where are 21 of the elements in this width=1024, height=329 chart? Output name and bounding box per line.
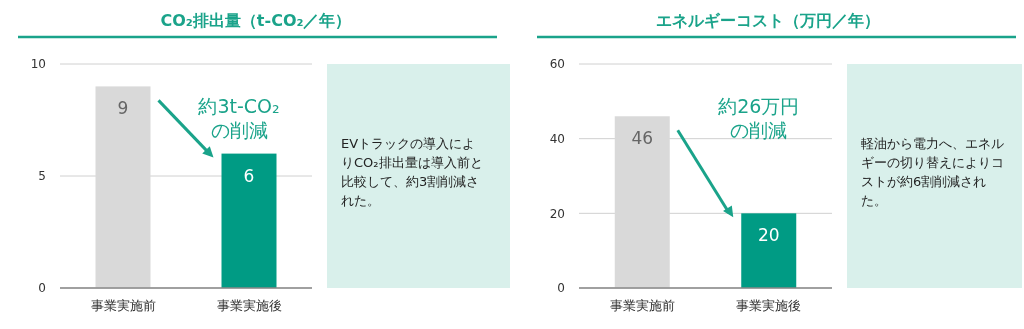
y-tick-label: 0: [557, 281, 565, 296]
data-label: 46: [631, 128, 654, 149]
x-tick-label: 事業実施前: [609, 298, 675, 313]
y-tick-label: 10: [30, 57, 46, 72]
annotation: 約26万円の削減: [717, 94, 801, 142]
y-tick-label: 5: [38, 169, 46, 184]
data-label: 6: [243, 165, 255, 186]
y-tick-label: 20: [549, 206, 565, 221]
x-tick-label: 事業実施後: [216, 298, 282, 313]
chart-title: CO₂排出量（t-CO₂／年）: [160, 11, 352, 30]
y-tick-label: 40: [549, 131, 565, 146]
y-tick-label: 60: [549, 57, 565, 72]
text: EVトラックの導入によりCO₂排出量は導入前と比較して、約3割削減された。: [341, 135, 484, 210]
chart-title: エネルギーコスト（万円／年）: [656, 11, 880, 30]
data-label: 9: [117, 98, 129, 119]
annotation: 約3t-CO₂の削減: [197, 94, 281, 142]
x-tick-label: 事業実施後: [736, 298, 802, 313]
text: 軽油から電力へ、エネルギーの切り替えによりコストが約6割削減された。: [861, 135, 1005, 210]
x-tick-label: 事業実施前: [90, 298, 156, 313]
y-tick-label: 0: [38, 281, 46, 296]
data-label: 20: [757, 225, 780, 246]
